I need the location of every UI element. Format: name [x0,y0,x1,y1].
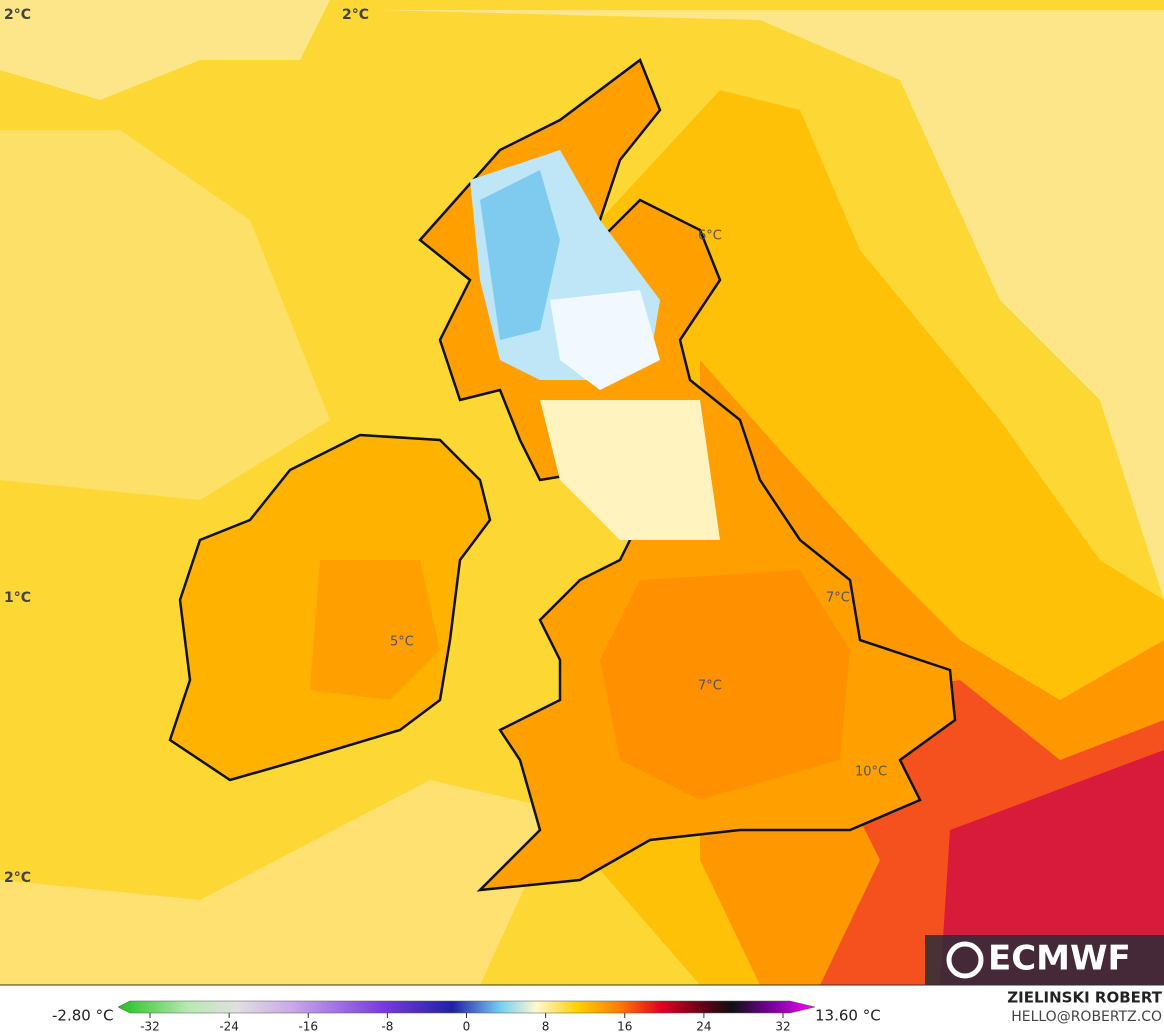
map-label: 7°C [698,679,722,694]
field-white [550,290,660,390]
map-label: 2°C [342,7,369,23]
field-light [0,780,560,985]
map-label: 5°C [390,635,414,650]
field-light [380,10,1164,600]
credit-name: ZIELINSKI ROBERT [1007,989,1162,1007]
field-cold [480,170,560,340]
colorbar [117,1000,816,1014]
field-light [0,130,330,500]
colorbar-min: -2.80 °C [52,1007,114,1025]
colorbar-tick-label: 0 [463,1020,471,1034]
map-label: 2°C [4,7,31,23]
map-label: 1°C [4,590,31,606]
map-label: 6°C [698,229,722,244]
field-light [0,0,330,100]
logo-icon [946,941,984,979]
colorbar-tick-label: 32 [775,1020,790,1034]
logo: ECMWF [988,939,1131,979]
field-orange [600,570,850,800]
colorbar-max: 13.60 °C [815,1007,881,1025]
map-label: 2°C [4,870,31,886]
map-label: 7°C [826,591,850,606]
map-label: 10°C [855,765,887,780]
field-deep-red [940,750,1164,985]
colorbar-tick-label: 24 [696,1020,711,1034]
credit-email: HELLO@ROBERTZ.CO [1011,1009,1162,1025]
colorbar-tick-label: 16 [617,1020,632,1034]
field-orange [310,560,440,700]
colorbar-tick-label: -16 [298,1020,318,1034]
colorbar-tick-label: -32 [140,1020,160,1034]
colorbar-tick-label: -8 [381,1020,393,1034]
field-pale [540,400,720,540]
colorbar-tick-label: 8 [542,1020,550,1034]
colorbar-tick-label: -24 [219,1020,239,1034]
